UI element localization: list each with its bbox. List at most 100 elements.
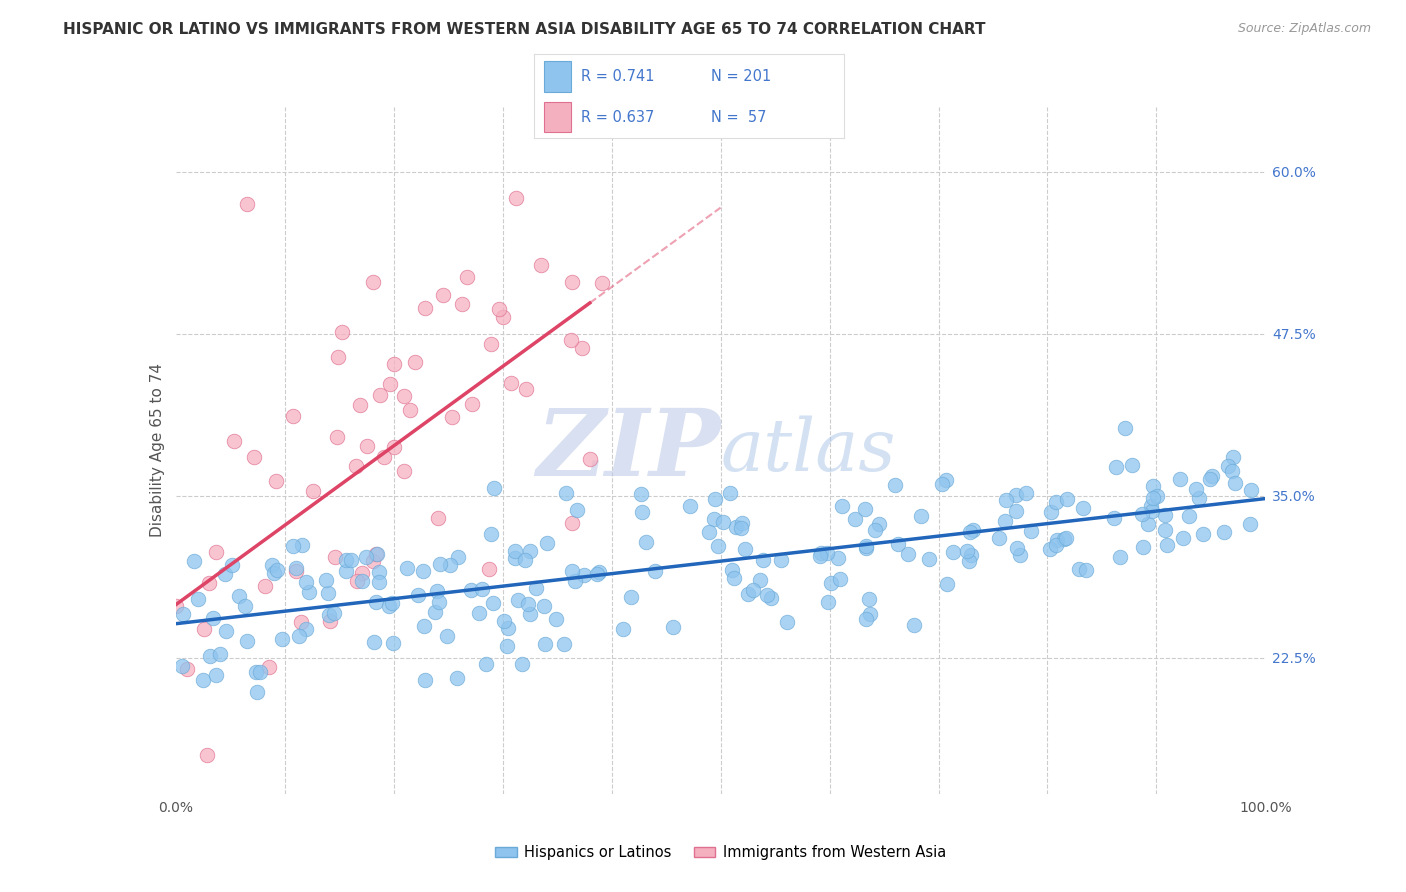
Point: [630, 505, 652, 519]
Point: [235, 634, 257, 648]
Point: [344, 458, 367, 473]
Point: [281, 409, 304, 424]
Point: [447, 550, 470, 565]
Point: [243, 450, 266, 464]
Point: [366, 547, 388, 561]
Point: [406, 588, 429, 602]
Point: [361, 554, 384, 568]
Point: [266, 563, 288, 577]
Point: [853, 501, 876, 516]
Point: [468, 606, 491, 620]
Point: [429, 557, 451, 571]
Point: [170, 659, 193, 673]
Point: [233, 599, 256, 614]
Point: [1140, 504, 1163, 518]
Point: [1074, 563, 1097, 577]
Point: [1168, 471, 1191, 485]
Point: [295, 574, 318, 589]
Point: [936, 577, 959, 591]
Point: [1137, 517, 1160, 532]
Point: [741, 582, 763, 597]
Point: [1005, 541, 1028, 555]
Point: [588, 566, 610, 580]
Point: [222, 434, 245, 449]
Point: [221, 558, 243, 572]
Point: [761, 591, 783, 606]
Point: [271, 632, 294, 647]
Point: [988, 531, 1011, 545]
Point: [706, 539, 728, 553]
Point: [288, 629, 311, 643]
Point: [364, 547, 387, 561]
Point: [322, 606, 344, 620]
Point: [262, 558, 284, 572]
Point: [530, 258, 553, 272]
Point: [612, 622, 634, 636]
Point: [731, 516, 754, 530]
Point: [354, 549, 377, 564]
Point: [214, 567, 236, 582]
Point: [290, 615, 312, 630]
Point: [769, 553, 792, 567]
Point: [883, 478, 905, 492]
Point: [855, 612, 877, 626]
Point: [561, 275, 583, 289]
Point: [209, 647, 232, 661]
Point: [505, 191, 527, 205]
Point: [396, 561, 419, 575]
Point: [508, 593, 530, 607]
Point: [298, 584, 321, 599]
Point: [446, 671, 468, 685]
Point: [776, 615, 799, 629]
Point: [917, 552, 939, 566]
Point: [713, 515, 735, 529]
Point: [1130, 507, 1153, 521]
Point: [619, 590, 641, 604]
Point: [378, 376, 401, 391]
Point: [496, 622, 519, 636]
Point: [935, 473, 957, 487]
Point: [202, 611, 225, 625]
Point: [176, 662, 198, 676]
Point: [572, 567, 595, 582]
Y-axis label: Disability Age 65 to 74: Disability Age 65 to 74: [149, 363, 165, 538]
Point: [510, 657, 533, 672]
Point: [193, 623, 215, 637]
Point: [1142, 478, 1164, 492]
Point: [335, 564, 357, 578]
Point: [482, 481, 505, 495]
Point: [404, 355, 426, 369]
Point: [475, 657, 498, 672]
Point: [756, 588, 779, 602]
Point: [553, 637, 575, 651]
Point: [205, 545, 228, 559]
Point: [718, 486, 741, 500]
Point: [193, 673, 215, 688]
Point: [1188, 491, 1211, 506]
Point: [373, 450, 395, 464]
Point: [721, 563, 744, 577]
Point: [432, 288, 454, 302]
Point: [1045, 495, 1067, 509]
Point: [481, 527, 503, 541]
Point: [378, 599, 401, 614]
Point: [868, 517, 890, 532]
FancyBboxPatch shape: [544, 102, 571, 132]
Point: [534, 637, 557, 651]
Point: [1108, 549, 1130, 564]
Point: [679, 499, 702, 513]
Point: [1216, 459, 1239, 474]
Point: [858, 592, 880, 607]
Point: [723, 570, 745, 584]
Point: [1054, 531, 1077, 545]
Point: [499, 376, 522, 390]
Point: [460, 582, 482, 597]
Point: [1053, 533, 1076, 547]
Point: [519, 607, 541, 622]
Point: [482, 597, 505, 611]
Point: [591, 276, 613, 290]
Point: [519, 544, 541, 558]
Text: atlas: atlas: [721, 415, 896, 486]
Point: [844, 512, 866, 526]
Point: [415, 301, 437, 316]
